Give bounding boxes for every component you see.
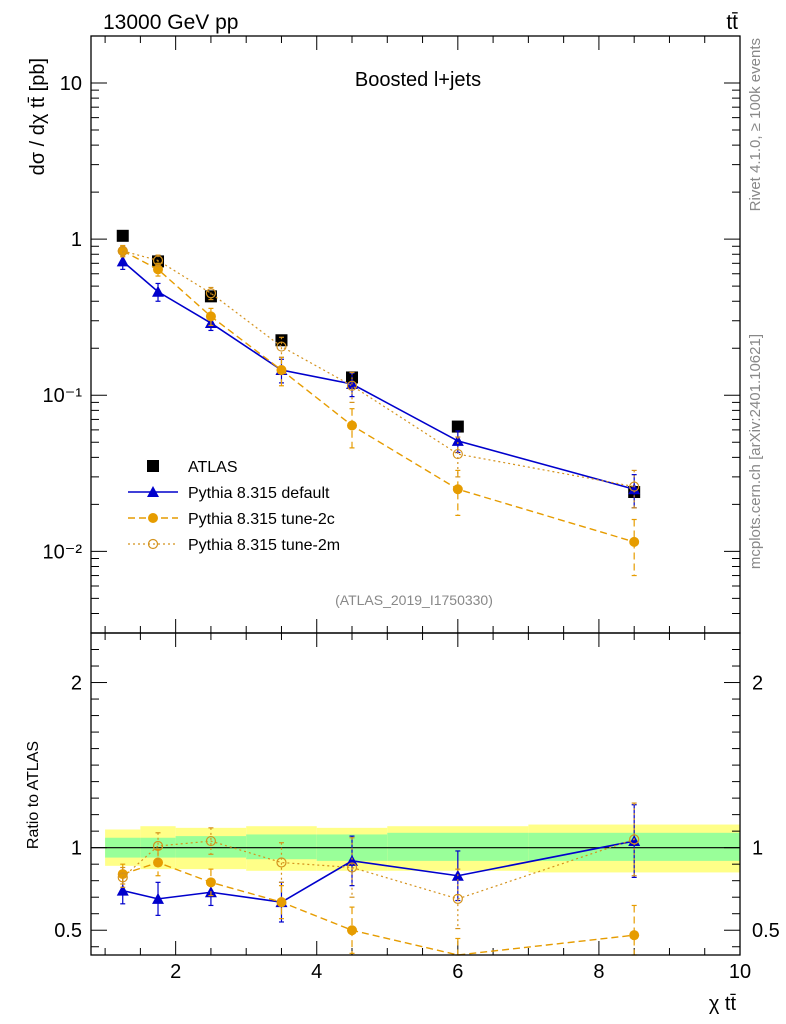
legend-marker-pythia-8-315-tune-2c (148, 513, 158, 523)
y-tick-label: 2 (71, 673, 82, 695)
y-tick-label: 1 (71, 838, 82, 860)
main-y-label: dσ / dχ tt̄ [pb] (27, 58, 49, 175)
atlas-point (116, 229, 129, 242)
pythia-8-315-tune-2m-point (629, 481, 640, 492)
pythia-8-315-default-point (152, 285, 165, 297)
y-tick-label: 0.5 (54, 920, 82, 942)
x-tick-label: 10 (729, 961, 751, 983)
x-tick-label: 8 (593, 961, 604, 983)
legend-marker-pythia-8-315-tune-2m (147, 538, 159, 550)
legend-marker-pythia-8-315-default (147, 486, 159, 497)
pythia-8-315-tune-2m-line (122, 250, 635, 488)
header-right: tt̄ (726, 11, 738, 34)
band-inner (175, 836, 247, 858)
pythia-8-315-default-point (116, 255, 129, 267)
pythia-8-315-tune-2m-point (117, 872, 128, 883)
legend-marker-atlas (147, 460, 159, 472)
pythia-8-315-tune-2c-line (122, 861, 635, 956)
pythia-8-315-tune-2m-point (152, 255, 164, 266)
pythia-8-315-tune-2c-point (629, 536, 640, 547)
pythia-8-315-tune-2c-point (153, 857, 164, 868)
pythia-8-315-default-point (451, 434, 464, 446)
pythia-8-315-tune-2m-point (452, 448, 463, 460)
pythia-8-315-tune-2m-point (629, 834, 640, 845)
pythia-8-315-tune-2m-line (122, 838, 635, 900)
legend: ATLAS Pythia 8.315 default Pythia 8.315 tu… (128, 459, 340, 554)
pythia-8-315-tune-2m-point (452, 893, 463, 904)
x-tick-label: 2 (170, 961, 181, 983)
pythia-8-315-tune-2c-point (205, 311, 216, 322)
y-tick-label: 10⁻² (43, 541, 83, 563)
ratio-series (116, 802, 641, 956)
y-tick-label: 2 (752, 673, 763, 695)
side-text-bottom: mcplots.cern.ch [arXiv:2401.10621] (747, 334, 764, 569)
ratio-bands (91, 824, 740, 873)
pythia-8-315-tune-2m-point (276, 341, 287, 352)
pythia-8-315-tune-2c-point (205, 877, 216, 888)
main-ticks: 10 1 10⁻¹ 10⁻² (43, 35, 741, 634)
pythia-8-315-tune-2m-point (346, 862, 358, 873)
analysis-tag: (ATLAS_2019_I1750330) (335, 592, 493, 608)
pythia-8-315-default-point (346, 854, 359, 866)
x-tick-label: 4 (311, 961, 322, 983)
pythia-8-315-tune-2c-point (347, 420, 358, 431)
pythia-8-315-tune-2m-point (346, 380, 358, 391)
pythia-8-315-tune-2m-point (117, 245, 128, 257)
main-panel: 10 1 10⁻¹ 10⁻² 13000 GeV pp tt̄ Boosted l+j… (27, 11, 764, 634)
pythia-8-315-tune-2m-point (276, 857, 287, 868)
x-axis-label: χ tt̄ (709, 993, 737, 1015)
pythia-8-315-tune-2c-point (629, 930, 640, 941)
side-text-top: Rivet 4.1.0, ≥ 100k events (747, 38, 764, 211)
y-tick-label: 1 (71, 229, 82, 251)
pythia-8-315-default-point (152, 892, 165, 904)
legend-label-atlas: ATLAS (188, 459, 238, 476)
x-tick-label: 6 (452, 961, 463, 983)
band-inner (246, 834, 317, 860)
pythia-8-315-tune-2m-point (205, 288, 217, 299)
ratio-ticks: 2 4 6 8 100.5 0.51 12 2 (54, 633, 780, 983)
atlas-point (204, 290, 217, 303)
pythia-8-315-default-line (122, 260, 635, 491)
pythia-8-315-default-point (116, 884, 129, 896)
main-series (116, 229, 641, 577)
ratio-panel: 2 4 6 8 100.5 0.51 12 2 Ratio to ATLAS χ tt̄ (25, 632, 780, 1015)
y-tick-label: 1 (752, 838, 763, 860)
legend-label-pythia-8-315-tune-2c: Pythia 8.315 tune-2c (188, 511, 335, 528)
legend-label-pythia-8-315-tune-2m: Pythia 8.315 tune-2m (188, 537, 340, 554)
ratio-y-label: Ratio to ATLAS (25, 741, 42, 849)
chart-title: Boosted l+jets (355, 69, 481, 91)
y-tick-label: 10 (60, 73, 82, 95)
pythia-8-315-tune-2c-point (347, 925, 358, 936)
y-tick-label: 10⁻¹ (43, 385, 83, 407)
y-tick-label: 0.5 (752, 920, 780, 942)
pythia-8-315-tune-2c-point (153, 264, 164, 275)
ratio-frame (90, 632, 741, 956)
header-left: 13000 GeV pp (103, 11, 238, 34)
pythia-8-315-tune-2c-point (276, 897, 287, 908)
legend-label-pythia-8-315-default: Pythia 8.315 default (188, 485, 330, 502)
pythia-8-315-default-point (628, 483, 641, 495)
atlas-point (451, 420, 464, 433)
pythia-8-315-tune-2c-point (276, 365, 287, 376)
pythia-8-315-tune-2m-point (205, 835, 217, 847)
pythia-8-315-tune-2m-point (152, 840, 164, 852)
pythia-8-315-tune-2c-point (452, 484, 463, 495)
